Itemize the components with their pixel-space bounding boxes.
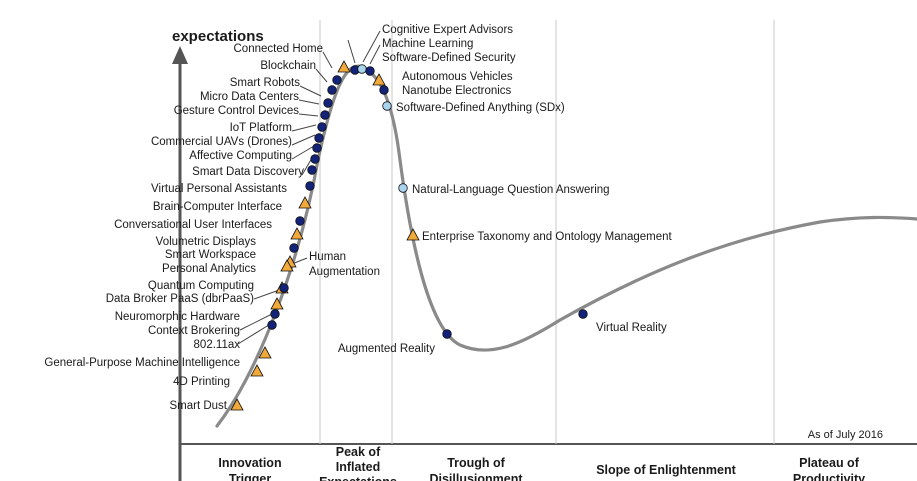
- tech-label-commercial-uavs: Commercial UAVs (Drones): [151, 136, 292, 148]
- marker-gesture-control-devices: [317, 122, 327, 132]
- marker-smart-data-discovery: [307, 165, 317, 175]
- leader-line: [291, 124, 317, 132]
- leader-line: [347, 39, 356, 64]
- leader-line: [291, 257, 308, 265]
- phase-slope-of-enlightenment: Slope of Enlightenment: [596, 463, 736, 477]
- marker-general-purpose-machine-intelligence: [258, 346, 272, 359]
- tech-label-virtual-personal-assistants: Virtual Personal Assistants: [151, 183, 287, 195]
- phase-peak-of-inflated-expectations: Peak ofInflatedExpectations: [319, 445, 397, 481]
- tech-label-conversational-user-interfaces: Conversational User Interfaces: [114, 219, 272, 231]
- tech-label-augmented-reality: Augmented Reality: [338, 343, 435, 355]
- marker-autonomous-vehicles: [372, 73, 386, 86]
- leader-line: [301, 157, 313, 176]
- tech-label-human-augmentation: Human Augmentation: [309, 251, 380, 278]
- tech-label-micro-data-centers: Micro Data Centers: [200, 91, 299, 103]
- tech-label-nanotube-electronics: Nanotube Electronics: [402, 85, 512, 97]
- marker-virtual-personal-assistants: [305, 181, 315, 191]
- marker-augmented-reality: [442, 329, 452, 339]
- leader-line: [291, 145, 315, 160]
- marker-neuromorphic-hardware: [270, 297, 284, 310]
- marker-quantum-computing: [279, 283, 289, 293]
- leader-line: [298, 113, 319, 117]
- tech-label-personal-analytics: Personal Analytics: [162, 263, 256, 275]
- leader-line: [322, 51, 333, 69]
- data-markers: [230, 60, 588, 411]
- marker-commercial-uavs: [312, 143, 322, 153]
- as-of-note: As of July 2016: [808, 429, 883, 441]
- leader-line: [315, 68, 328, 83]
- tech-label-software-defined-anything: Software-Defined Anything (SDx): [396, 102, 565, 114]
- tech-label-quantum-computing: Quantum Computing: [148, 280, 254, 292]
- y-axis-arrow: [172, 46, 188, 64]
- tech-label-data-broker-paas: Data Broker PaaS (dbrPaaS): [106, 293, 254, 305]
- marker-personal-analytics: [280, 259, 294, 272]
- tech-label-gesture-control-devices: Gesture Control Devices: [174, 105, 300, 117]
- marker-volumetric-displays: [290, 227, 304, 240]
- phase-trough-of-disillusionment: Trough of Disillusionment: [429, 456, 523, 481]
- tech-label-iot-platform: IoT Platform: [230, 122, 292, 134]
- marker-connected-home-tri: [337, 60, 351, 73]
- tech-label-neuromorphic-hardware: Neuromorphic Hardware: [115, 311, 240, 323]
- leader-line: [291, 134, 316, 146]
- marker-brain-computer-interface: [298, 196, 312, 209]
- tech-label-cognitive-expert-advisors: Cognitive Expert Advisors: [382, 24, 513, 36]
- tech-label-enterprise-taxonomy: Enterprise Taxonomy and Ontology Managem…: [422, 231, 673, 243]
- phase-innovation-trigger: Innovation Trigger: [218, 456, 281, 481]
- marker-smart-robots: [323, 98, 333, 108]
- marker-natural-language-question-answering: [398, 183, 408, 193]
- leader-line: [298, 99, 320, 105]
- marker-connected-home: [332, 75, 342, 85]
- tech-label-smart-workspace: Smart Workspace: [165, 249, 256, 261]
- marker-nanotube-electronics: [379, 85, 389, 95]
- marker-smart-dust: [230, 398, 244, 411]
- tech-label-volumetric-displays: Volumetric Displays: [156, 236, 257, 248]
- tech-label-virtual-reality: Virtual Reality: [596, 322, 667, 334]
- tech-label-smart-data-discovery: Smart Data Discovery: [192, 166, 304, 178]
- marker-smart-workspace: [289, 243, 299, 253]
- tech-label-blockchain: Blockchain: [260, 60, 316, 72]
- marker-machine-learning: [357, 64, 367, 74]
- marker-4d-printing: [250, 364, 264, 377]
- leader-line: [299, 85, 322, 97]
- technology-labels: Smart Dust 4D Printing General-Purpose M…: [44, 24, 672, 412]
- marker-affective-computing: [310, 154, 320, 164]
- marker-software-defined-security: [365, 66, 375, 76]
- marker-802-11ax: [267, 320, 277, 330]
- tech-label-machine-learning: Machine Learning: [382, 38, 473, 50]
- marker-context-brokering: [270, 309, 280, 319]
- leader-lines: [237, 30, 381, 345]
- marker-micro-data-centers: [320, 110, 330, 120]
- tech-label-natural-language-question-answering: Natural-Language Question Answering: [412, 184, 610, 196]
- marker-conversational-user-interfaces: [295, 216, 305, 226]
- leader-line: [369, 44, 381, 65]
- tech-label-connected-home: Connected Home: [234, 43, 324, 55]
- tech-label-4d-printing: 4D Printing: [173, 376, 230, 388]
- marker-iot-platform: [314, 133, 324, 143]
- tech-label-autonomous-vehicles: Autonomous Vehicles: [402, 71, 513, 83]
- tech-label-802-11ax: 802.11ax: [194, 339, 241, 351]
- leader-line: [237, 322, 273, 345]
- tech-label-affective-computing: Affective Computing: [189, 150, 292, 162]
- tech-label-smart-dust: Smart Dust: [169, 400, 227, 412]
- tech-label-brain-computer-interface: Brain-Computer Interface: [153, 201, 282, 213]
- marker-blockchain: [327, 85, 337, 95]
- tech-label-software-defined-security: Software-Defined Security: [382, 52, 516, 64]
- phase-plateau-of-productivity: Plateau of Productivity: [793, 456, 865, 481]
- y-axis-title: expectations: [172, 28, 264, 45]
- tech-label-context-brokering: Context Brokering: [148, 325, 240, 337]
- marker-software-defined-anything: [382, 101, 392, 111]
- tech-label-general-purpose-machine-intelligence: General-Purpose Machine Intelligence: [44, 357, 240, 369]
- marker-enterprise-taxonomy: [406, 228, 420, 241]
- leader-line: [239, 312, 275, 331]
- marker-virtual-reality: [578, 309, 588, 319]
- hype-curve: [215, 64, 917, 428]
- tech-label-smart-robots: Smart Robots: [230, 77, 301, 89]
- leader-line: [362, 30, 381, 63]
